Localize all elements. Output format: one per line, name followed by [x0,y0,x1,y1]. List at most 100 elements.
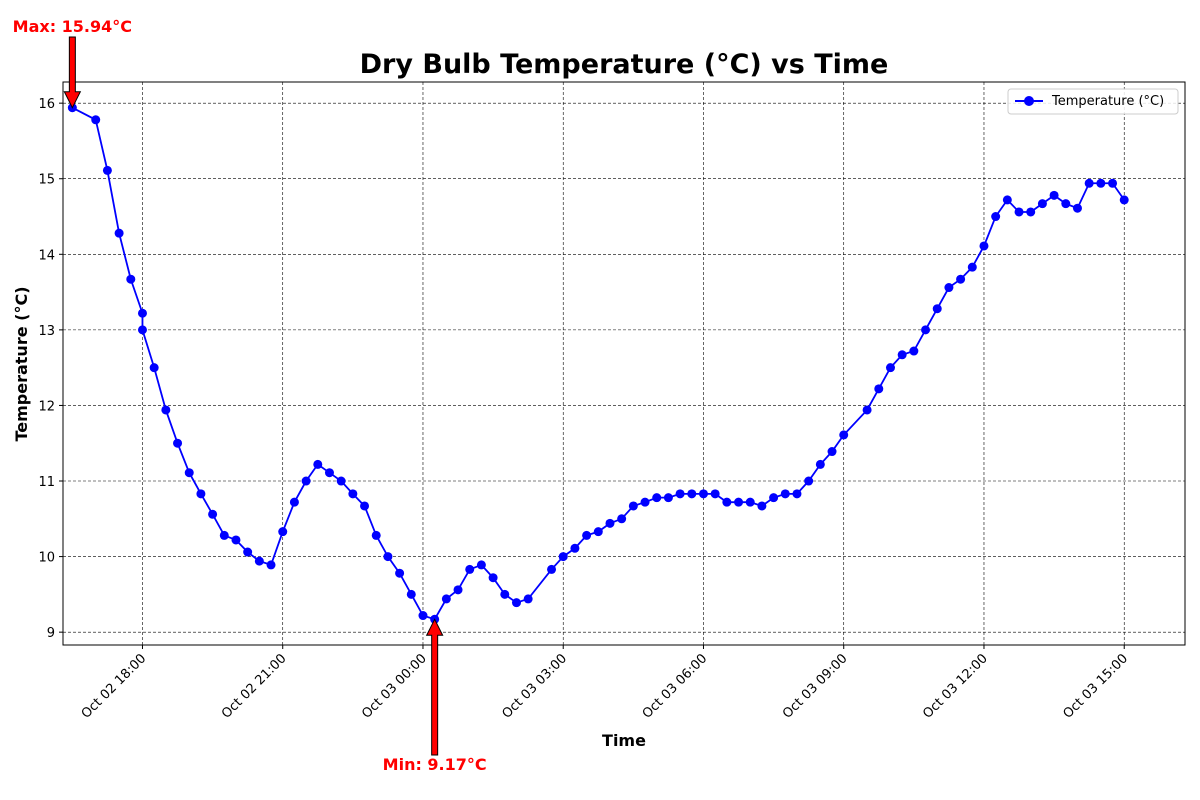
data-point [1014,207,1024,217]
data-point [114,228,124,238]
data-point [710,489,720,499]
data-point [979,241,989,251]
data-point [1026,207,1036,217]
data-point [149,363,159,373]
data-point [336,476,346,486]
y-axis-label: Temperature (°C) [12,286,31,441]
y-tick-label: 10 [38,551,55,566]
data-point [921,325,931,335]
data-point [734,497,744,507]
data-point [558,552,568,562]
data-point [967,262,977,272]
max-label: Max: 15.94°C [13,17,132,36]
data-point [640,497,650,507]
data-point [628,501,638,511]
y-tick-label: 15 [38,173,55,188]
annotations: Max: 15.94°C Min: 9.17°C [13,17,487,774]
data-point [383,552,393,562]
data-point [371,530,381,540]
data-point [745,497,755,507]
data-point [324,468,334,478]
data-point [1119,195,1129,205]
data-point [1084,178,1094,188]
data-point [102,165,112,175]
data-point [360,501,370,511]
data-point [301,476,311,486]
data-point [932,304,942,314]
data-point [827,447,837,457]
data-point [663,493,673,503]
data-point [219,530,229,540]
data-point [885,363,895,373]
series-layer [67,103,1129,624]
data-point [570,543,580,553]
data-point [406,589,416,599]
data-point [231,535,241,545]
data-point [675,489,685,499]
data-point [418,611,428,621]
data-point [1072,203,1082,213]
data-point [909,346,919,356]
data-point [453,585,463,595]
data-point [488,573,498,583]
data-point [278,527,288,537]
data-point [243,547,253,557]
data-point [266,560,276,570]
data-point [582,530,592,540]
chart-title: Dry Bulb Temperature (°C) vs Time [360,49,889,80]
data-point [757,501,767,511]
data-point [897,350,907,360]
data-point [173,438,183,448]
y-tick-label: 11 [38,475,55,490]
y-tick-label: 13 [38,324,55,339]
y-tick-label: 14 [38,248,55,263]
y-tick-label: 16 [38,97,55,112]
data-point [839,430,849,440]
data-point [1037,199,1047,209]
min-label: Min: 9.17°C [383,755,487,774]
data-point [137,308,147,318]
data-point [500,589,510,599]
data-point [511,598,521,608]
data-point [161,405,171,415]
data-point [91,115,101,125]
data-point [991,212,1001,222]
data-point [780,489,790,499]
data-point [804,476,814,486]
data-point [1002,195,1012,205]
y-tick-label: 9 [47,626,55,641]
data-point [1108,178,1118,188]
data-point [722,497,732,507]
grid [63,82,1185,645]
data-point [126,274,136,284]
data-point [184,468,194,478]
data-point [1049,190,1059,200]
legend: Temperature (°C) [1007,88,1179,115]
min-annotation: Min: 9.17°C [383,618,487,774]
data-point [944,283,954,293]
data-point [137,325,147,335]
data-point [441,594,451,604]
data-point [815,459,825,469]
data-point [687,489,697,499]
data-point [523,594,533,604]
legend-marker-swatch [1024,96,1034,106]
data-point [769,493,779,503]
data-point [476,560,486,570]
legend-label: Temperature (°C) [1051,94,1164,109]
data-point [862,405,872,415]
x-axis-label: Time [602,731,646,750]
data-point [617,514,627,524]
data-point [593,527,603,537]
data-point [792,489,802,499]
min-arrow [425,618,444,756]
y-tick-label: 12 [38,399,55,414]
data-point [1061,199,1071,209]
data-point [254,556,264,566]
data-point [348,489,358,499]
data-point [698,489,708,499]
data-point [395,568,405,578]
data-point [874,384,884,394]
